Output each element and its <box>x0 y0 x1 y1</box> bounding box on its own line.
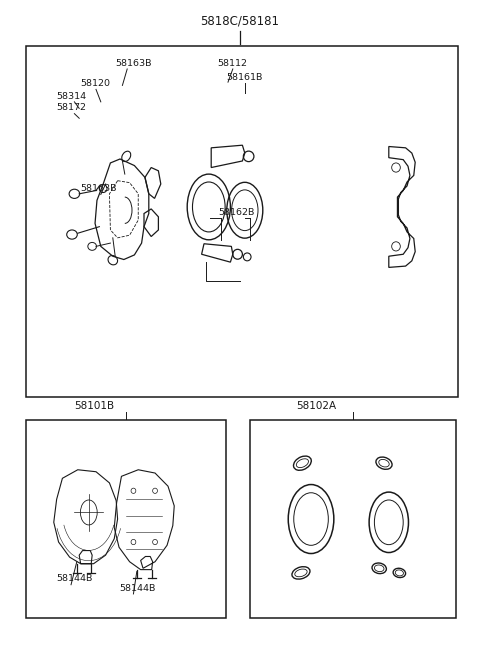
Bar <box>250 420 456 618</box>
Text: 58162B: 58162B <box>218 208 255 217</box>
Text: 58144B: 58144B <box>57 574 93 583</box>
Text: 58161B: 58161B <box>227 73 263 82</box>
Text: 58144B: 58144B <box>119 583 156 593</box>
Text: 58101B: 58101B <box>74 401 115 411</box>
Text: 58120: 58120 <box>81 79 110 88</box>
Bar <box>26 420 226 618</box>
Text: 58112: 58112 <box>217 58 247 68</box>
Text: 58172: 58172 <box>57 103 86 112</box>
Text: 5818C/58181: 5818C/58181 <box>201 14 279 28</box>
Bar <box>26 46 458 397</box>
Text: 58163B: 58163B <box>81 184 117 193</box>
Text: 58102A: 58102A <box>297 401 337 411</box>
Text: 58314: 58314 <box>57 91 87 101</box>
Text: 58163B: 58163B <box>115 58 152 68</box>
